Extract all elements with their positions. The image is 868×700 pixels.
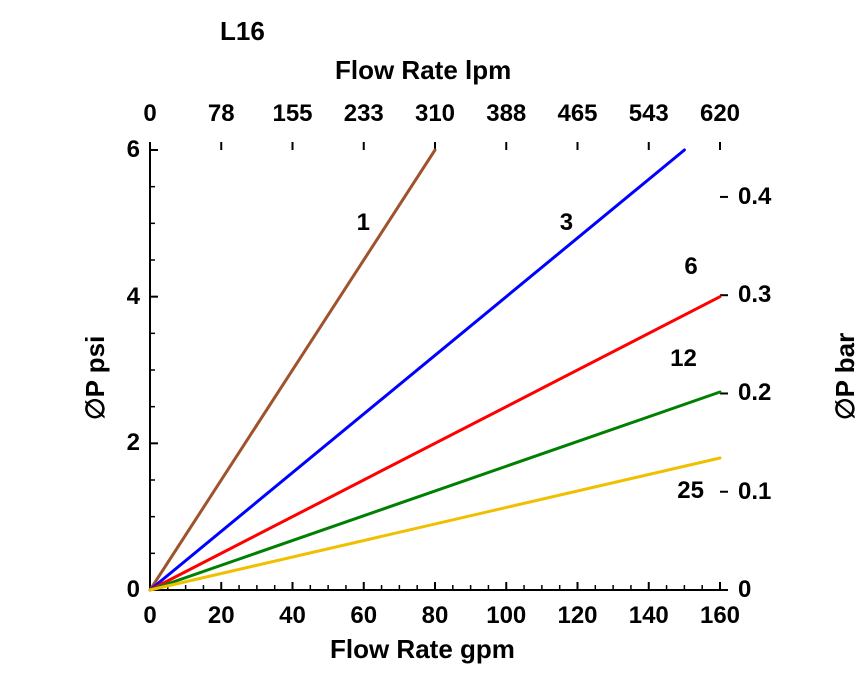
x-bottom-tick-40: 40 [265, 602, 321, 630]
series-line-6 [150, 297, 720, 590]
y-left-tick-6: 6 [110, 136, 140, 164]
series-line-1 [150, 150, 435, 590]
x-top-tick-155: 155 [265, 100, 321, 128]
y-right-tick-0.3: 0.3 [738, 281, 788, 309]
x-bottom-tick-0: 0 [122, 602, 178, 630]
x-top-tick-543: 543 [621, 100, 677, 128]
x-top-tick-310: 310 [407, 100, 463, 128]
y-left-tick-4: 4 [110, 283, 140, 311]
x-top-tick-78: 78 [193, 100, 249, 128]
series-line-12 [150, 392, 720, 590]
x-bottom-tick-80: 80 [407, 602, 463, 630]
x-bottom-tick-140: 140 [621, 602, 677, 630]
series-line-3 [150, 150, 684, 590]
x-top-tick-388: 388 [478, 100, 534, 128]
y-left-tick-2: 2 [110, 429, 140, 457]
x-bottom-tick-160: 160 [692, 602, 748, 630]
y-right-axis-label: ∅P bar [830, 333, 861, 420]
series-line-25 [150, 458, 720, 590]
x-bottom-tick-100: 100 [478, 602, 534, 630]
series-label-1: 1 [357, 209, 370, 237]
y-right-tick-0: 0 [738, 576, 788, 604]
x-top-tick-620: 620 [692, 100, 748, 128]
x-bottom-tick-120: 120 [550, 602, 606, 630]
x-top-tick-465: 465 [550, 100, 606, 128]
x-top-axis-label: Flow Rate lpm [335, 55, 511, 86]
x-top-tick-0: 0 [122, 100, 178, 128]
series-label-12: 12 [670, 345, 697, 373]
x-bottom-axis-label: Flow Rate gpm [330, 634, 515, 665]
y-left-tick-0: 0 [110, 576, 140, 604]
y-left-axis-label: ∅P psi [80, 336, 111, 420]
x-bottom-tick-60: 60 [336, 602, 392, 630]
series-label-6: 6 [684, 253, 697, 281]
series-label-25: 25 [677, 477, 704, 505]
y-right-tick-0.2: 0.2 [738, 379, 788, 407]
figure-title: L16 [220, 16, 265, 47]
series-label-3: 3 [560, 209, 573, 237]
y-right-tick-0.1: 0.1 [738, 478, 788, 506]
x-bottom-tick-20: 20 [193, 602, 249, 630]
x-top-tick-233: 233 [336, 100, 392, 128]
y-right-tick-0.4: 0.4 [738, 183, 788, 211]
